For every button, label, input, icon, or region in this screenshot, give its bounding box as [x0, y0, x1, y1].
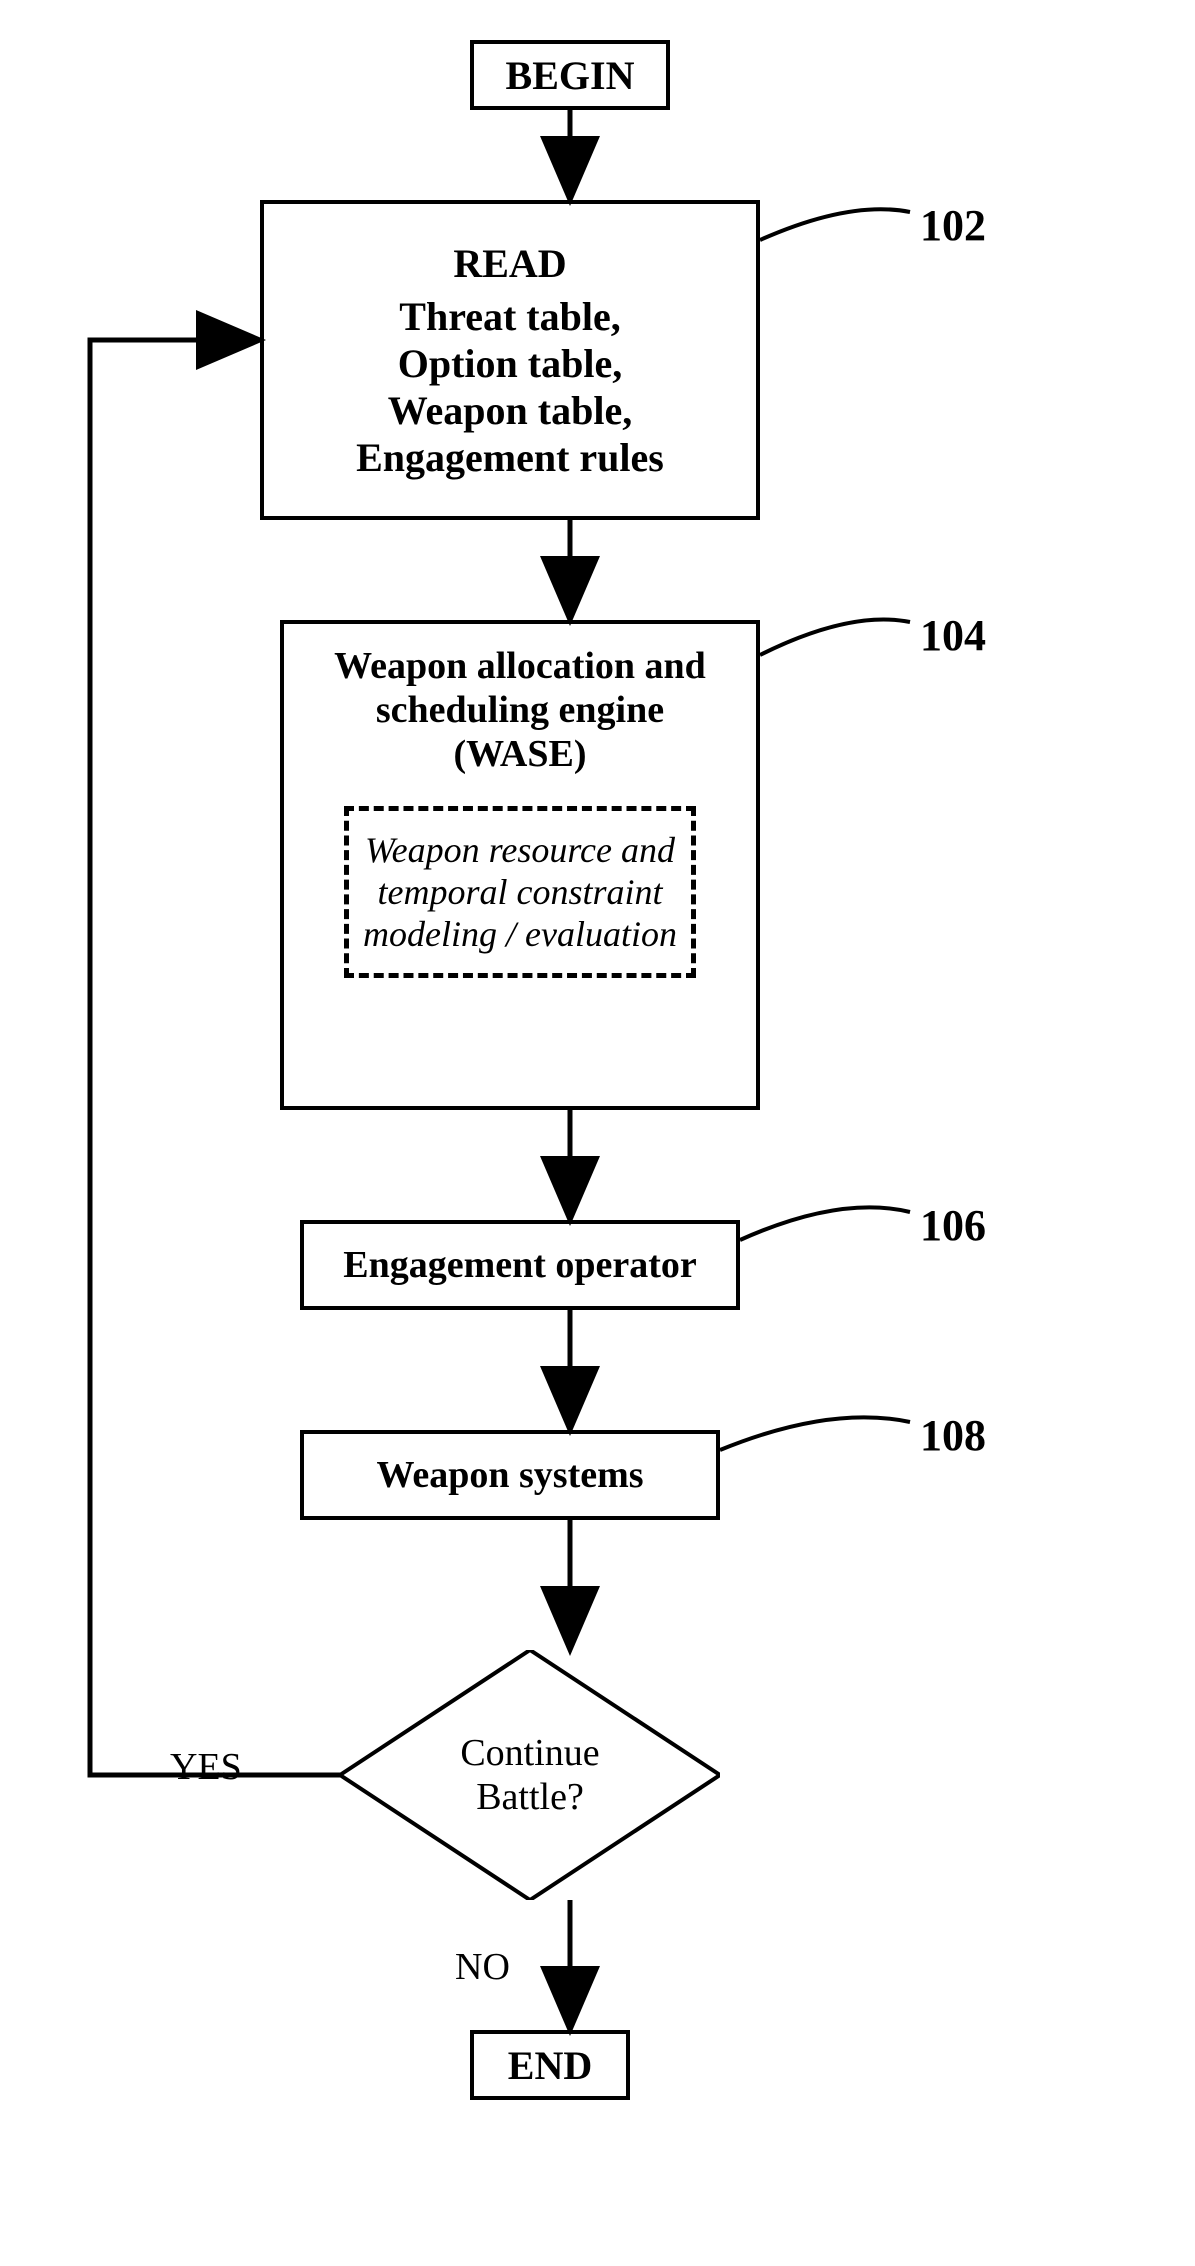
wase-title-1: scheduling engine — [302, 688, 738, 732]
wase-title-2: (WASE) — [302, 732, 738, 776]
yes-label: YES — [170, 1745, 242, 1789]
no-label: NO — [455, 1945, 510, 1989]
operator-label: Engagement operator — [343, 1243, 697, 1287]
ref-108: 108 — [920, 1410, 986, 1461]
weapons-node: Weapon systems — [300, 1430, 720, 1520]
decision-line-1: Battle? — [476, 1775, 584, 1819]
decision-line-0: Continue — [460, 1731, 599, 1775]
ref-104: 104 — [920, 610, 986, 661]
read-title: READ — [274, 240, 746, 287]
operator-node: Engagement operator — [300, 1220, 740, 1310]
begin-node: BEGIN — [470, 40, 670, 110]
wase-title-0: Weapon allocation and — [302, 644, 738, 688]
read-line-1: Option table, — [274, 340, 746, 387]
read-node: READ Threat table, Option table, Weapon … — [260, 200, 760, 520]
wase-inner-0: Weapon resource and — [363, 829, 677, 871]
wase-inner-1: temporal constraint — [363, 871, 677, 913]
ref-102: 102 — [920, 200, 986, 251]
wase-node: Weapon allocation and scheduling engine … — [280, 620, 760, 1110]
read-line-0: Threat table, — [274, 293, 746, 340]
end-label: END — [508, 2042, 592, 2089]
wase-inner-2: modeling / evaluation — [363, 913, 677, 955]
wase-inner: Weapon resource and temporal constraint … — [344, 806, 696, 978]
end-node: END — [470, 2030, 630, 2100]
read-line-3: Engagement rules — [274, 434, 746, 481]
ref-106: 106 — [920, 1200, 986, 1251]
decision-node: Continue Battle? — [340, 1650, 720, 1900]
begin-label: BEGIN — [506, 52, 635, 99]
read-line-2: Weapon table, — [274, 387, 746, 434]
weapons-label: Weapon systems — [376, 1453, 643, 1497]
